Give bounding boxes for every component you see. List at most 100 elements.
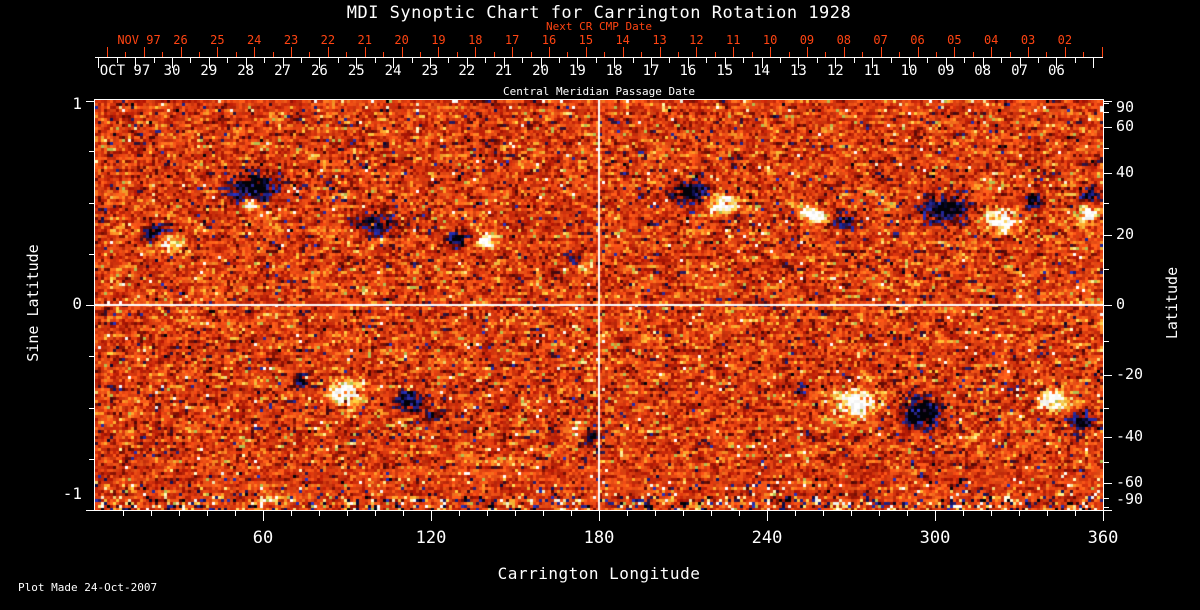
axis-tick <box>1047 511 1048 516</box>
right-tick-label: 20 <box>1116 224 1135 243</box>
axis-tick <box>825 52 827 57</box>
axis-tick <box>227 58 229 63</box>
axis-tick <box>420 52 422 57</box>
axis-tick <box>456 52 458 57</box>
axis-tick <box>917 47 919 57</box>
axis-tick <box>86 100 94 102</box>
axis-tick <box>927 58 929 63</box>
axis-tick <box>1019 58 1021 68</box>
axis-tick <box>438 47 440 57</box>
axis-tick <box>401 47 403 57</box>
axis-tick <box>125 52 127 57</box>
axis-tick <box>431 511 432 521</box>
axis-tick <box>515 511 516 516</box>
axis-tick <box>1046 52 1048 57</box>
axis-tick <box>1104 506 1109 508</box>
axis-tick <box>540 58 542 68</box>
date-tick-label: 22 <box>458 63 476 79</box>
chart-title: MDI Synoptic Chart for Carrington Rotati… <box>346 3 852 23</box>
axis-tick <box>991 47 993 57</box>
axis-tick <box>522 58 524 63</box>
date-tick-label: 23 <box>283 33 299 47</box>
axis-tick <box>677 52 679 57</box>
axis-tick <box>1104 305 1112 306</box>
axis-tick <box>235 52 237 57</box>
axis-tick <box>872 58 874 68</box>
axis-tick <box>429 58 431 68</box>
axis-tick <box>1104 112 1109 114</box>
axis-tick <box>733 47 735 57</box>
axis-tick <box>890 58 892 63</box>
date-tick-label: 07 <box>873 33 888 47</box>
x-tick-label: 180 <box>583 528 615 548</box>
axis-tick <box>512 47 514 57</box>
axis-tick <box>843 47 845 57</box>
right-tick-label: 90 <box>1116 98 1135 116</box>
date-tick-label: 28 <box>237 63 255 79</box>
axis-tick <box>806 47 808 57</box>
axis-tick <box>724 58 726 68</box>
axis-tick <box>627 511 628 516</box>
cmp-axis-subtitle: Central Meridian Passage Date <box>502 85 696 98</box>
axis-tick <box>264 58 266 63</box>
axis-tick <box>300 58 302 63</box>
axis-tick <box>739 511 740 516</box>
axis-tick <box>669 58 671 63</box>
axis-tick <box>1104 462 1109 464</box>
axis-tick <box>767 511 768 521</box>
axis-tick <box>632 58 634 63</box>
axis-tick <box>1104 407 1109 409</box>
magnetogram-image <box>95 100 1103 510</box>
date-tick-label: 11 <box>726 33 741 47</box>
right-tick-label: -20 <box>1116 365 1144 384</box>
axis-tick <box>151 511 152 516</box>
date-tick-label: 19 <box>431 33 446 47</box>
axis-tick <box>1104 100 1112 102</box>
date-tick-label: 08 <box>974 63 992 79</box>
axis-tick <box>945 58 947 68</box>
axis-tick <box>1104 497 1109 499</box>
axis-tick <box>116 58 118 63</box>
axis-tick <box>1104 103 1109 105</box>
date-tick-label: 14 <box>615 33 630 47</box>
right-tick-label: -40 <box>1116 426 1144 445</box>
axis-tick <box>162 52 164 57</box>
axis-tick <box>1104 147 1109 149</box>
axis-tick <box>198 52 200 57</box>
axis-tick <box>706 58 708 63</box>
date-tick-label: 07 <box>1011 63 1028 79</box>
date-tick-label: 10 <box>900 63 918 79</box>
right-tick-label: 60 <box>1116 117 1135 136</box>
axis-tick <box>89 151 94 153</box>
nov-month-label: NOV 97 <box>117 33 161 47</box>
date-tick-label: 20 <box>532 63 549 79</box>
axis-tick <box>272 52 274 57</box>
axis-tick <box>254 47 256 57</box>
date-tick-label: 13 <box>652 33 667 47</box>
axis-tick <box>466 58 468 68</box>
axis-tick <box>761 58 763 68</box>
axis-tick <box>862 52 864 57</box>
date-tick-label: 16 <box>679 63 697 79</box>
date-tick-label: 27 <box>274 63 291 79</box>
right-tick-label: -90 <box>1116 490 1144 508</box>
date-tick-label: 20 <box>394 33 409 47</box>
axis-tick <box>485 58 487 63</box>
axis-tick <box>909 58 910 68</box>
axis-tick <box>1104 340 1109 342</box>
date-tick-label: 13 <box>790 63 807 79</box>
axis-tick <box>374 58 376 63</box>
axis-tick <box>687 58 689 68</box>
date-tick-label: 19 <box>568 63 586 79</box>
axis-tick <box>1075 511 1076 516</box>
axis-tick <box>567 52 569 57</box>
axis-tick <box>743 58 745 63</box>
axis-tick <box>1104 234 1112 236</box>
axis-tick <box>89 202 94 204</box>
date-tick-label: 17 <box>642 63 660 79</box>
axis-tick <box>143 47 145 57</box>
plot-area <box>94 99 1104 511</box>
axis-tick <box>982 58 984 68</box>
axis-tick <box>319 58 321 68</box>
